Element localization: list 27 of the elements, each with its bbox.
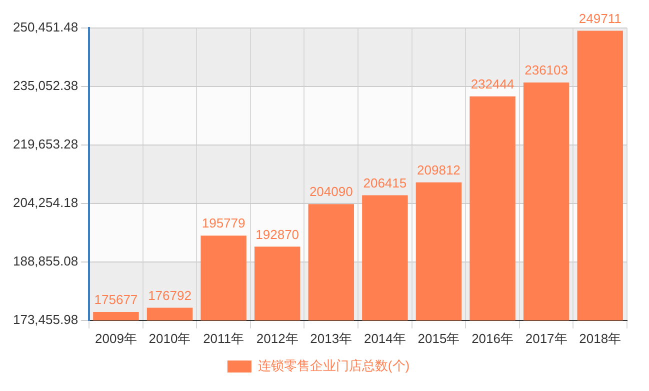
x-tick-label: 2014年 <box>364 330 406 346</box>
x-tick-label: 2011年 <box>203 330 244 346</box>
y-tick-label: 219,653.28 <box>12 136 78 152</box>
data-label: 236103 <box>524 62 568 78</box>
x-tick-label: 2010年 <box>148 330 191 346</box>
data-label: 209812 <box>417 162 460 178</box>
data-label: 232444 <box>470 76 514 92</box>
x-tick-label: 2018年 <box>579 330 622 346</box>
data-label: 192870 <box>256 226 300 242</box>
y-tick-label: 235,052.38 <box>12 78 78 94</box>
x-tick-label: 2016年 <box>472 330 514 346</box>
data-label: 206415 <box>363 175 407 190</box>
data-label: 176792 <box>148 288 192 303</box>
y-tick-label: 204,254.18 <box>12 195 78 210</box>
data-label: 175677 <box>94 292 138 308</box>
data-label: 195779 <box>202 216 246 231</box>
y-tick-label: 173,455.98 <box>12 312 78 327</box>
y-tick-label: 250,451.48 <box>12 20 78 35</box>
legend-label: 连锁零售企业门店总数(个) <box>258 358 410 374</box>
data-label: 249711 <box>578 10 622 26</box>
x-tick-label: 2015年 <box>418 330 460 346</box>
x-tick-label: 2017年 <box>525 330 568 346</box>
x-tick-label: 2009年 <box>95 330 137 346</box>
x-tick-label: 2013年 <box>310 330 352 346</box>
data-label: 204090 <box>309 184 353 200</box>
y-tick-label: 188,855.08 <box>12 254 78 268</box>
x-tick-label: 2012年 <box>256 330 298 346</box>
